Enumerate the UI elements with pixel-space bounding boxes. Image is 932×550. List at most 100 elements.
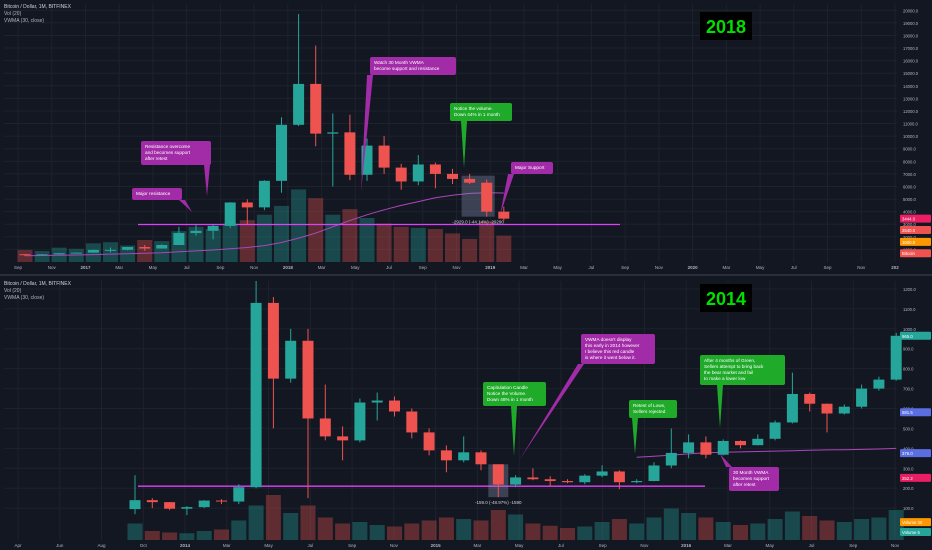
candle-body <box>146 500 158 503</box>
candle <box>198 500 210 509</box>
annotation-major-support[interactable]: Major Support <box>500 162 553 215</box>
price-tick-label: 4000.0 <box>903 210 916 215</box>
candle <box>769 420 781 441</box>
candle-body <box>361 145 373 175</box>
volume-bar <box>750 523 766 540</box>
annotation-retest-lows[interactable]: Retest of Lows,Sellers rejected <box>629 400 677 454</box>
price-tick-label: 2000.0 <box>903 235 916 240</box>
volume-bar <box>462 238 478 262</box>
volume-bar <box>274 205 289 262</box>
annotation-text: Capitulation Candle <box>487 385 528 390</box>
annotation-text: is where it went below it. <box>585 355 636 360</box>
annotation-pointer <box>500 174 514 215</box>
annotation-box <box>581 334 655 364</box>
candle <box>423 428 435 456</box>
candle <box>389 396 400 417</box>
price-tick-label: 1100.0 <box>903 307 916 312</box>
volume-bar <box>888 510 904 540</box>
candle-body <box>700 442 712 455</box>
annotation-text: Sellers rejected <box>633 409 666 414</box>
candle-body <box>786 393 798 423</box>
time-tick-label: Nov <box>655 265 664 270</box>
volume-bar <box>404 523 420 540</box>
candle-body <box>735 440 746 446</box>
time-tick-label: Jul <box>307 543 313 548</box>
time-tick-label: Jul <box>809 543 815 548</box>
candle <box>181 506 193 516</box>
time-tick-label: Nov <box>390 543 399 548</box>
candle <box>395 163 407 190</box>
candle <box>122 246 134 251</box>
price-badge-label: 376.0 <box>902 451 913 456</box>
vol-indicator-label[interactable]: Vol (20) <box>4 288 22 294</box>
candle <box>406 408 418 439</box>
candle-body <box>596 471 608 476</box>
candle <box>233 484 245 505</box>
candle-body <box>412 164 424 182</box>
candle-body <box>838 406 850 414</box>
vwma-path <box>24 192 504 257</box>
price-tick-label: 1000.0 <box>903 327 916 332</box>
price-axis-2018[interactable]: 20000.0 19000.0 18000.0 17000.0 16000.0 15000… <box>900 8 931 258</box>
price-badge <box>900 214 931 223</box>
year-badge-text: 2014 <box>706 289 746 309</box>
volume-bar <box>376 223 392 262</box>
candle <box>665 428 677 469</box>
annotation-text: to make a lower low <box>704 376 746 381</box>
annotation-box <box>729 467 779 491</box>
annotation-after-4-months[interactable]: After 4 months of Green,Sellers attempt … <box>700 355 785 428</box>
time-tick-label: 2015 <box>431 543 442 548</box>
annotation-text: the bear market and fail <box>704 370 753 375</box>
candle <box>440 445 452 473</box>
price-axis-2014[interactable]: 1200.01100.01000.0900.0800.0700.0600.050… <box>900 287 931 537</box>
candle <box>344 114 356 181</box>
volume-bar <box>144 531 160 540</box>
volume-bar <box>473 520 489 540</box>
time-tick-label: Nov <box>891 543 900 548</box>
candle <box>498 206 510 221</box>
candle <box>378 136 390 174</box>
candle <box>224 202 236 229</box>
time-tick-label: Nov <box>857 265 866 270</box>
annotation-notice-volume[interactable]: Notice the volume.Down 44% in 1 month <box>450 103 512 168</box>
annotation-major-resistance[interactable]: Major resistance <box>132 188 192 212</box>
vwma-indicator-label[interactable]: VWMA (30, close) <box>4 18 44 24</box>
candle-body <box>224 202 236 226</box>
price-tick-label: 400.0 <box>903 446 914 451</box>
candle <box>510 475 522 488</box>
candle <box>19 253 31 256</box>
price-tick-label: 14000.0 <box>903 84 919 89</box>
volume-bar <box>342 209 358 262</box>
volume-bar <box>308 198 324 262</box>
symbol-title: Bitcoin / Dollar, 1M, BITFINEX <box>4 281 72 287</box>
candle-body <box>156 245 168 249</box>
volume-bar <box>698 517 714 540</box>
vol-indicator-label[interactable]: Vol (20) <box>4 11 22 17</box>
candle <box>146 498 158 509</box>
candle-body <box>579 475 591 483</box>
time-axis-2014[interactable]: Apr Jun Aug Oct 2014 Mar May Jul Sep Nov 2015 Mar Ma… <box>0 541 932 549</box>
annotation-text: Watch 30 Month VWMA <box>374 60 425 65</box>
candle <box>596 465 608 478</box>
price-tick-label: 13000.0 <box>903 96 919 101</box>
time-axis-2018[interactable]: Sep Nov 2017 Mar May Jul Sep Nov 2018 Mar May Jul Se… <box>0 263 932 271</box>
volume-bar <box>248 505 264 540</box>
volume-bar <box>560 528 575 540</box>
candle <box>371 392 383 421</box>
chart-header-2018: Bitcoin / Dollar, 1M, BITFINEX Vol (20) … <box>4 4 72 24</box>
candle-body <box>285 340 297 379</box>
time-tick-label: Mar <box>722 265 730 270</box>
candle <box>562 479 573 484</box>
vwma-indicator-label[interactable]: VWMA (30, close) <box>4 295 44 301</box>
annotation-text: this early in 2014 however <box>585 343 640 348</box>
price-badge-label: 965.0 <box>902 334 913 339</box>
candle-body <box>53 253 65 255</box>
price-tick-label: 500.0 <box>903 426 914 431</box>
candle-body <box>481 182 493 212</box>
candle <box>786 372 798 424</box>
